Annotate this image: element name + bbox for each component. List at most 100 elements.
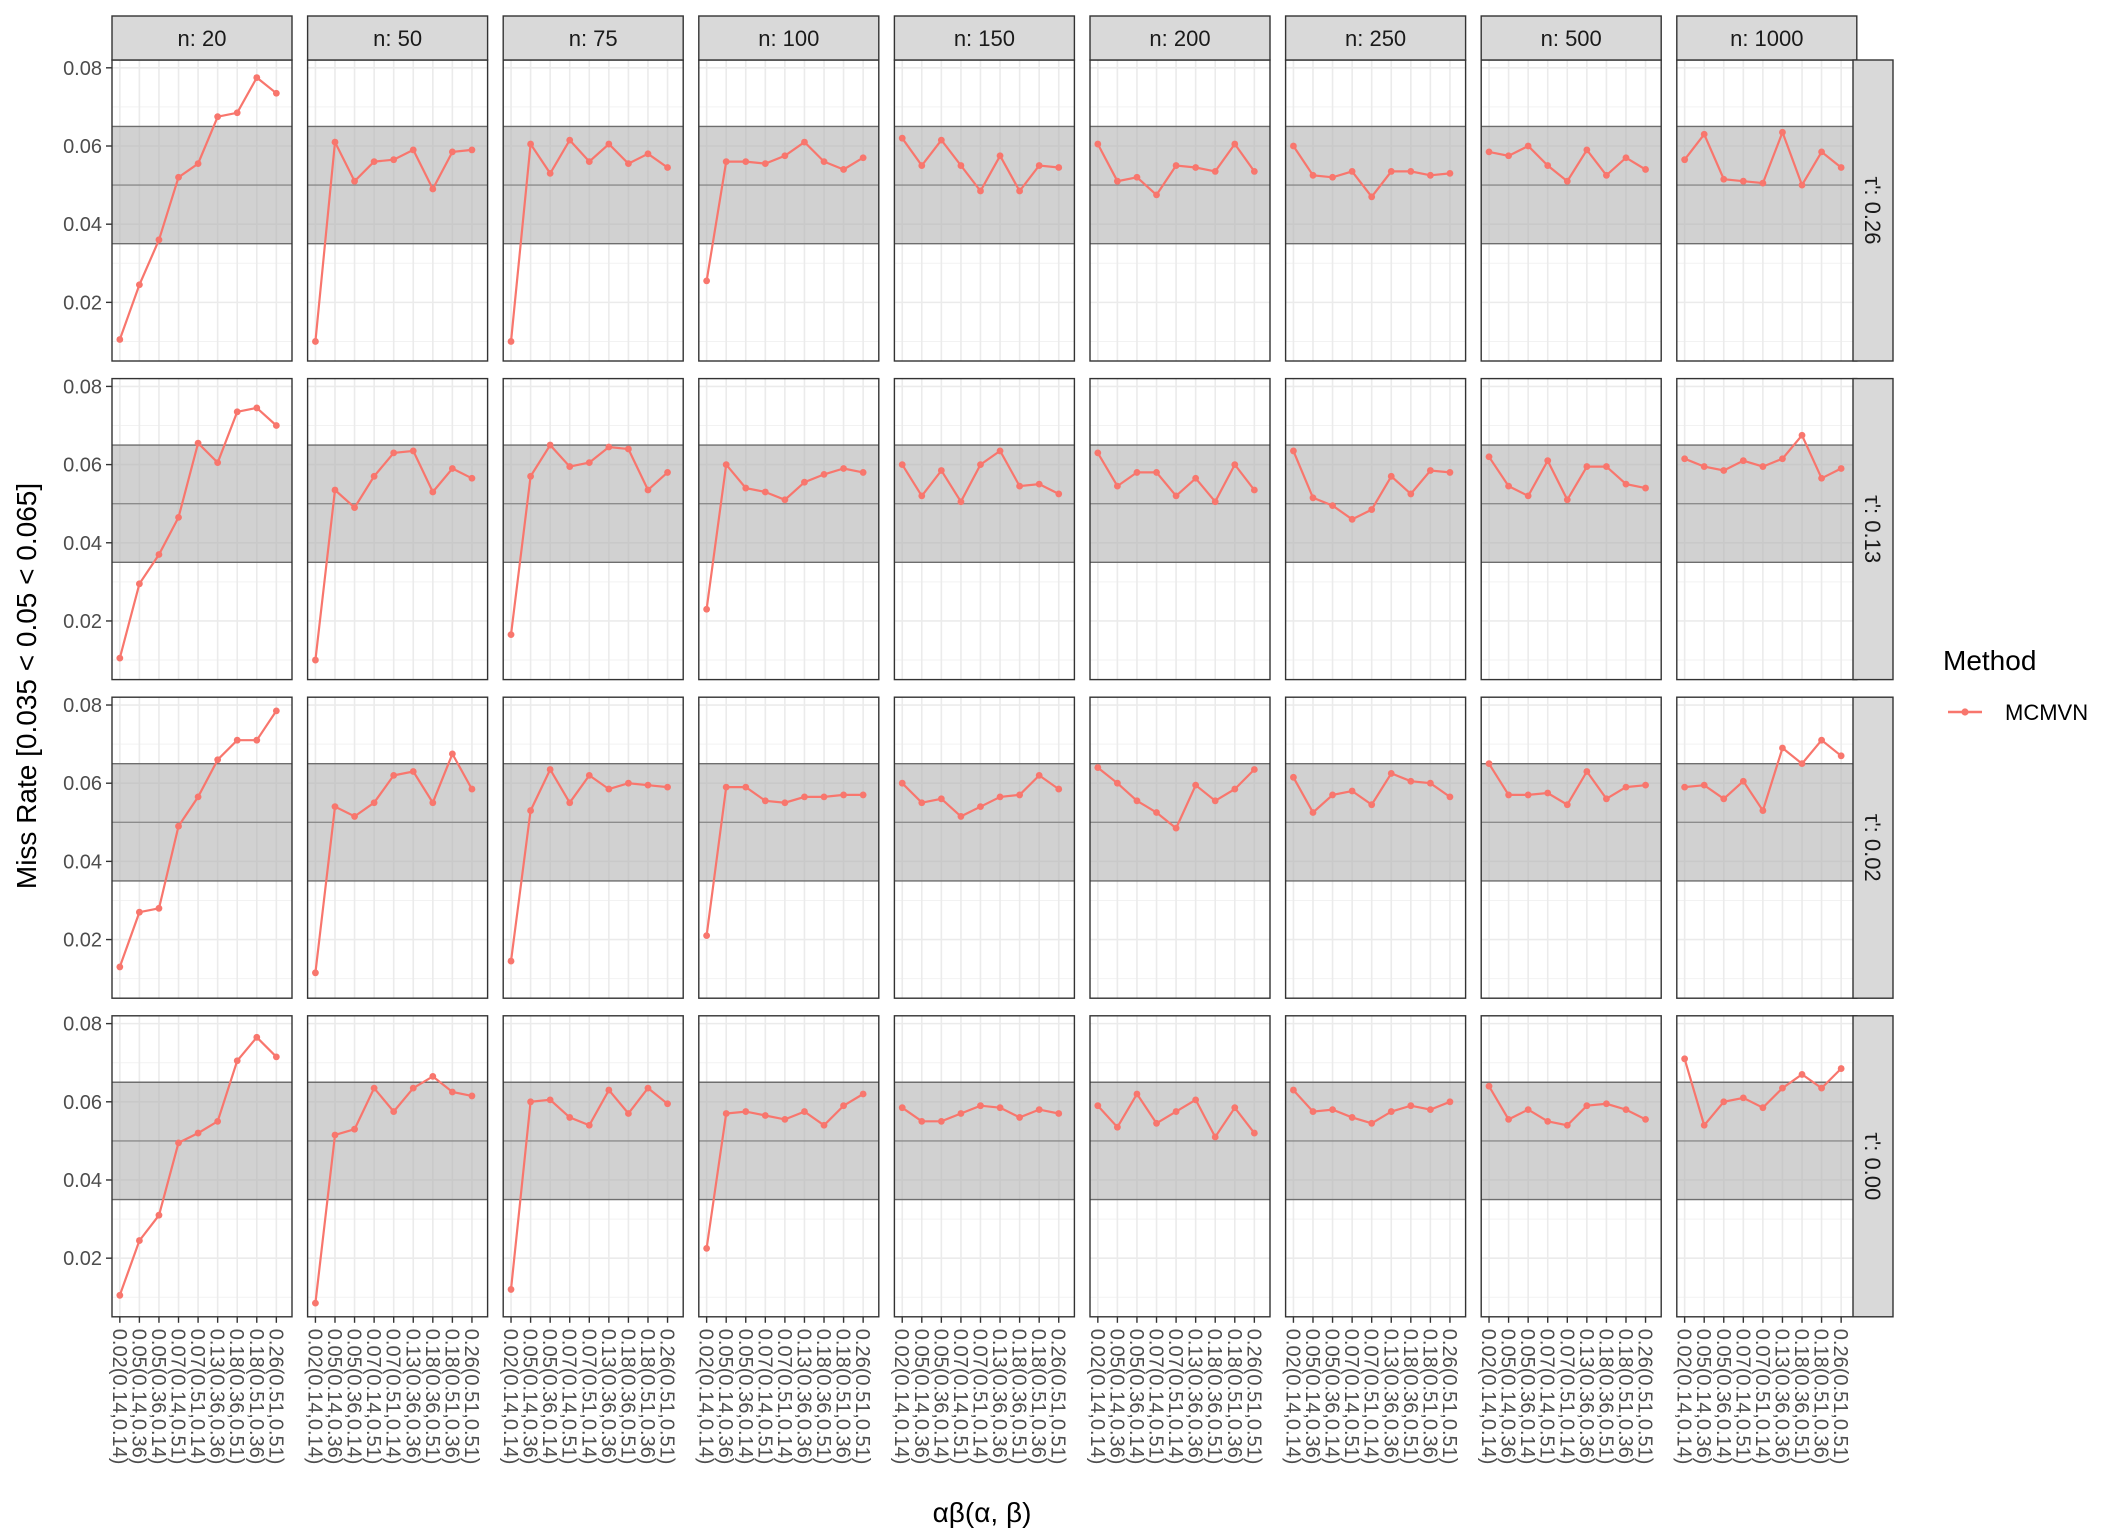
- data-point: [977, 1102, 984, 1110]
- x-tick-label: 0.26(0.51,0.51): [460, 1329, 482, 1465]
- data-point: [1681, 455, 1689, 463]
- data-point: [742, 484, 750, 492]
- data-point: [331, 803, 339, 811]
- data-point: [722, 461, 730, 468]
- facet-panel: [893, 377, 1076, 681]
- data-point: [1798, 1071, 1806, 1078]
- data-point: [1153, 191, 1160, 199]
- data-point: [1642, 1115, 1649, 1123]
- data-point: [390, 1108, 398, 1115]
- facet-panel: 0.02(0.14,0.14)0.05(0.14,0.36)0.05(0.36,…: [695, 1015, 880, 1465]
- data-point: [1309, 809, 1317, 816]
- x-tick-label: 0.13(0.36,0.36): [1379, 1329, 1401, 1465]
- data-point: [664, 783, 671, 791]
- x-tick-label: 0.13(0.36,0.36): [206, 1329, 228, 1465]
- panel-border: [893, 377, 1076, 681]
- data-point: [1720, 175, 1728, 183]
- data-point: [840, 465, 847, 472]
- data-point: [1739, 457, 1747, 465]
- data-point: [781, 152, 789, 160]
- facet-panel: [306, 696, 489, 999]
- data-point: [585, 771, 593, 779]
- data-point: [116, 1291, 124, 1299]
- y-tick-label: 0.08: [63, 58, 102, 80]
- data-point: [253, 74, 261, 81]
- column-strip: [502, 15, 684, 61]
- data-point: [1368, 193, 1376, 201]
- facet-panel: [698, 696, 880, 999]
- data-point: [566, 136, 574, 144]
- x-tick-label: 0.05(0.14,0.36): [127, 1329, 149, 1465]
- y-tick-label: 0.04: [63, 533, 102, 555]
- data-point: [1094, 449, 1102, 457]
- data-point: [1133, 469, 1141, 476]
- data-point: [116, 336, 124, 343]
- x-tick-label: 0.05(0.36,0.14): [1321, 1329, 1343, 1465]
- data-point: [742, 158, 750, 166]
- x-tick-label: 0.02(0.14,0.14): [1281, 1329, 1303, 1465]
- x-tick-label: 0.18(0.51,0.36): [636, 1329, 658, 1465]
- data-point: [625, 445, 632, 453]
- data-point: [233, 1057, 241, 1065]
- data-point: [1798, 431, 1806, 439]
- data-point: [1211, 1133, 1219, 1141]
- data-point: [1779, 744, 1786, 752]
- facet-panel: [893, 696, 1076, 999]
- x-tick-label: 0.18(0.51,0.36): [1223, 1329, 1245, 1465]
- data-point: [1387, 472, 1395, 480]
- facet-panel: [698, 377, 880, 681]
- data-point: [703, 932, 711, 940]
- data-point: [703, 1244, 711, 1252]
- data-point: [1681, 1055, 1689, 1063]
- data-point: [135, 908, 143, 916]
- facet-panel: n: 50: [306, 15, 489, 362]
- data-point: [937, 1117, 945, 1125]
- x-tick-label: 0.18(0.36,0.51): [225, 1329, 247, 1465]
- data-point: [468, 474, 476, 482]
- facet-panel: [1284, 377, 1467, 681]
- x-tick-label: 0.02(0.14,0.14): [1086, 1329, 1108, 1465]
- data-point: [840, 166, 847, 173]
- data-point: [801, 138, 808, 146]
- data-point: [1329, 502, 1336, 510]
- y-tick-label: 0.02: [63, 292, 102, 314]
- row-strip: [1852, 696, 1894, 999]
- data-point: [507, 957, 515, 965]
- panel-border: [1480, 1015, 1662, 1318]
- data-point: [1779, 128, 1786, 136]
- column-strip-label: n: 500: [1541, 26, 1602, 51]
- data-point: [801, 1108, 808, 1115]
- x-tick-label: 0.18(0.51,0.36): [1614, 1329, 1636, 1465]
- data-point: [937, 136, 945, 144]
- data-point: [625, 1110, 632, 1117]
- x-tick-label: 0.26(0.51,0.51): [1829, 1329, 1851, 1465]
- data-point: [1426, 467, 1434, 474]
- column-strip: [1480, 15, 1662, 61]
- x-tick-label: 0.05(0.14,0.36): [1692, 1329, 1714, 1465]
- data-point: [214, 756, 222, 764]
- data-point: [409, 1084, 417, 1092]
- column-strip: [1089, 15, 1271, 61]
- data-point: [996, 1104, 1004, 1112]
- data-point: [1485, 760, 1493, 768]
- data-point: [116, 654, 124, 662]
- data-point: [1583, 768, 1591, 775]
- data-point: [820, 793, 828, 801]
- data-point: [1622, 783, 1630, 791]
- x-tick-label: 0.18(0.51,0.36): [440, 1329, 462, 1465]
- data-point: [527, 1098, 534, 1106]
- data-point: [781, 799, 789, 807]
- x-tick-label: 0.18(0.36,0.51): [812, 1329, 834, 1465]
- data-point: [957, 813, 965, 820]
- data-point: [664, 1100, 671, 1108]
- data-point: [1094, 1102, 1102, 1110]
- data-point: [761, 488, 769, 496]
- data-point: [722, 783, 730, 791]
- data-point: [1035, 162, 1043, 169]
- column-strip: [893, 15, 1076, 61]
- data-point: [1329, 791, 1336, 799]
- data-point: [1524, 142, 1532, 150]
- data-point: [1250, 486, 1258, 494]
- panel-border: [502, 696, 684, 999]
- data-point: [1563, 496, 1571, 504]
